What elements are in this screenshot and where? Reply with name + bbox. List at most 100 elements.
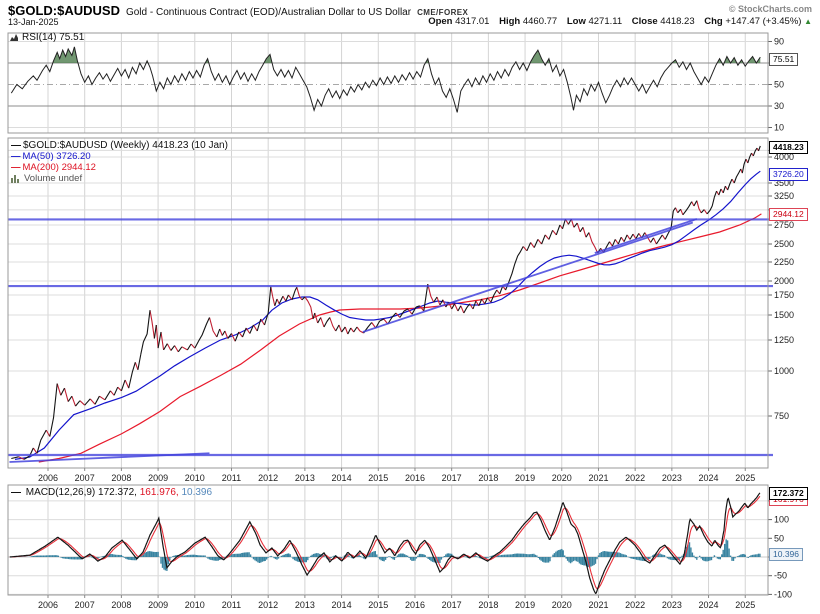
rsi-panel-border [7, 32, 769, 134]
macd-legend-name: MACD(12,26,9) [25, 487, 96, 498]
svg-text:2021: 2021 [588, 600, 608, 610]
svg-text:2018: 2018 [478, 473, 498, 483]
price-legend: — $GOLD:$AUDUSD (Weekly) 4418.23 (10 Jan) [11, 140, 228, 151]
copyright-label: © StockCharts.com [728, 4, 812, 14]
price-value-tag: 4418.23 [769, 140, 808, 154]
rsi-value-tag: 75.51 [769, 52, 799, 66]
svg-text:2024: 2024 [699, 600, 719, 610]
svg-text:2011: 2011 [222, 600, 241, 610]
svg-text:2008: 2008 [111, 473, 131, 483]
svg-text:2014: 2014 [332, 473, 352, 483]
svg-text:50: 50 [774, 80, 784, 90]
rsi-legend-label: RSI(14) 75.51 [22, 32, 85, 43]
volume-legend-label: Volume undef [24, 173, 83, 184]
macd-hist-tag: 10.396 [769, 547, 803, 561]
svg-text:2012: 2012 [258, 600, 278, 610]
ma50-line-swatch: — [11, 151, 21, 162]
main-grid: 4250400035003250275025002250200017501500… [8, 138, 794, 468]
low-value: 4271.11 [588, 16, 623, 27]
main-panel-border [7, 137, 769, 469]
svg-text:1750: 1750 [774, 290, 794, 300]
svg-text:2017: 2017 [442, 473, 462, 483]
svg-text:2000: 2000 [774, 276, 794, 286]
svg-text:2500: 2500 [774, 239, 794, 249]
bottom-year-axis: 2006 2007 2008 2009 2010 2011 2012 2013 2014 2015… [38, 595, 755, 610]
svg-text:2010: 2010 [185, 600, 205, 610]
svg-text:2750: 2750 [774, 220, 794, 230]
svg-text:2007: 2007 [75, 473, 95, 483]
svg-text:2250: 2250 [774, 257, 794, 267]
svg-text:3250: 3250 [774, 191, 794, 201]
open-label: Open [428, 16, 453, 27]
svg-text:1000: 1000 [774, 366, 794, 376]
svg-text:2017: 2017 [442, 600, 462, 610]
svg-text:2009: 2009 [148, 600, 168, 610]
ma50-legend-label: MA(50) 3726.20 [22, 151, 91, 162]
svg-text:2007: 2007 [75, 600, 95, 610]
annotation-lines [8, 218, 773, 463]
svg-text:2006: 2006 [38, 600, 58, 610]
svg-text:10: 10 [774, 123, 784, 133]
macd-panel-border [7, 484, 769, 596]
svg-text:2020: 2020 [552, 473, 572, 483]
symbol-title: $GOLD:$AUDUSD [8, 3, 120, 18]
macd-line-swatch: — [11, 487, 21, 498]
high-value: 4460.77 [522, 16, 558, 27]
svg-text:2012: 2012 [258, 473, 278, 483]
svg-text:-50: -50 [774, 571, 787, 581]
svg-text:2021: 2021 [588, 473, 608, 483]
ma200-line-swatch: — [11, 162, 21, 173]
ma200-value-tag: 2944.12 [769, 207, 808, 221]
svg-text:50: 50 [774, 533, 784, 543]
change-label: Chg [704, 16, 723, 27]
svg-text:100: 100 [774, 515, 789, 525]
macd-value-tag: 172.372 [769, 486, 808, 500]
open-value: 4317.01 [455, 16, 490, 27]
volume-legend: Volume undef [11, 173, 82, 184]
svg-text:2023: 2023 [662, 600, 682, 610]
indicator-icon [10, 34, 18, 41]
svg-text:2015: 2015 [368, 600, 388, 610]
svg-text:2025: 2025 [735, 473, 755, 483]
chart-date: 13-Jan-2025 [8, 17, 59, 27]
svg-text:2006: 2006 [38, 473, 58, 483]
ma200-legend-label: MA(200) 2944.12 [22, 162, 96, 173]
change-up-icon: ▲ [804, 17, 812, 26]
rsi-grid: 9070503010 [8, 33, 784, 133]
svg-text:2010: 2010 [185, 473, 205, 483]
macd-legend: — MACD(12,26,9) 172.372, 161.976, 10.396 [11, 487, 212, 498]
rsi-legend: RSI(14) 75.51 [10, 32, 84, 43]
svg-text:90: 90 [774, 37, 784, 47]
price-series [11, 145, 762, 463]
header-title-row: $GOLD:$AUDUSD Gold - Continuous Contract… [8, 3, 468, 18]
low-label: Low [566, 16, 586, 27]
symbol-description: Gold - Continuous Contract (EOD)/Austral… [125, 7, 412, 18]
macd-series [8, 492, 768, 595]
volume-icon [11, 175, 19, 183]
svg-text:2016: 2016 [405, 473, 425, 483]
rsi-series [10, 46, 761, 113]
svg-text:2013: 2013 [295, 600, 315, 610]
svg-text:-100: -100 [774, 589, 792, 599]
svg-text:2009: 2009 [148, 473, 168, 483]
svg-text:2019: 2019 [515, 600, 535, 610]
svg-text:1500: 1500 [774, 310, 794, 320]
price-line-swatch: — [11, 140, 21, 151]
change-value: +147.47 (+3.45%) [725, 16, 802, 27]
svg-text:2014: 2014 [332, 600, 352, 610]
svg-text:2022: 2022 [625, 473, 645, 483]
middle-year-axis: 2006 2007 2008 2009 2010 2011 2012 2013 2014 2015… [38, 468, 755, 483]
svg-text:2023: 2023 [662, 473, 682, 483]
close-label: Close [631, 16, 658, 27]
ma50-value-tag: 3726.20 [769, 167, 808, 181]
svg-text:4000: 4000 [774, 152, 794, 162]
exchange-label: CME/FOREX [417, 8, 469, 17]
macd-grid: 15010050-50-100 [8, 485, 792, 599]
svg-text:2008: 2008 [111, 600, 131, 610]
ma200-legend: — MA(200) 2944.12 [11, 162, 96, 173]
svg-text:2020: 2020 [552, 600, 572, 610]
svg-text:2025: 2025 [735, 600, 755, 610]
svg-text:2018: 2018 [478, 600, 498, 610]
